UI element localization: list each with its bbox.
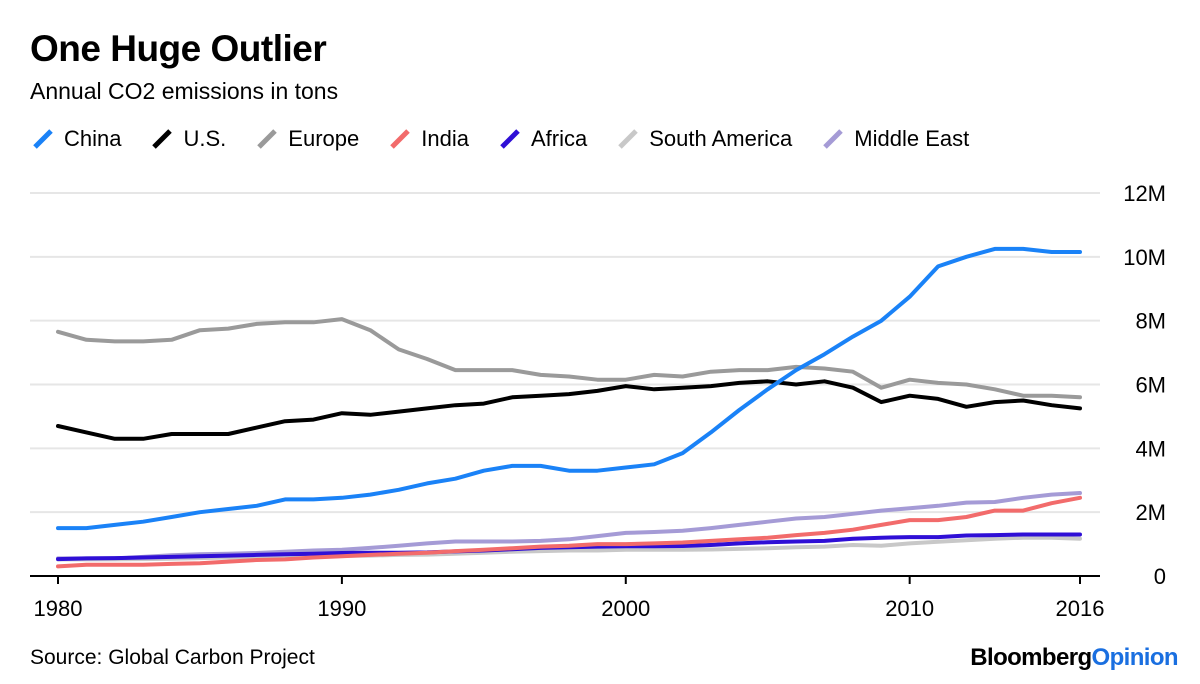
legend-label: India bbox=[421, 126, 469, 151]
legend-item-middle-east: Middle East bbox=[820, 126, 969, 152]
line-chart: 0 2M 4M 6M 8M 10M 12M 1980 1990 2000 2010 2016 bbox=[30, 181, 1166, 621]
legend-label: Africa bbox=[530, 126, 588, 151]
series-line-india bbox=[56, 495, 1082, 569]
x-tick-label: 1980 bbox=[34, 596, 83, 621]
legend-label: South America bbox=[649, 126, 793, 151]
legend-item-africa: Africa bbox=[497, 126, 587, 152]
series-line-china bbox=[56, 246, 1082, 531]
legend-item-europe: Europe bbox=[254, 126, 359, 152]
y-tick-label: 8M bbox=[1135, 309, 1166, 334]
y-tick-label: 4M bbox=[1135, 436, 1166, 461]
legend-swatch-icon bbox=[820, 126, 846, 152]
legend-swatch-icon bbox=[387, 126, 413, 152]
legend-label: Middle East bbox=[854, 126, 970, 151]
chart-title: One Huge Outlier bbox=[30, 28, 327, 69]
legend-item-u-s: U.S. bbox=[149, 126, 226, 152]
brand-primary: Bloomberg bbox=[970, 644, 1092, 671]
x-tick-label: 2000 bbox=[601, 596, 650, 621]
legend-label: U.S. bbox=[183, 126, 227, 151]
legend-label: China bbox=[64, 126, 122, 151]
legend: China U.S. Europe India Africa South America M… bbox=[30, 126, 969, 152]
source-note: Source: Global Carbon Project bbox=[30, 646, 315, 669]
legend-item-south-america: South America bbox=[615, 126, 792, 152]
legend-swatch-icon bbox=[615, 126, 641, 152]
y-tick-label: 2M bbox=[1135, 500, 1166, 525]
x-tick-label: 1990 bbox=[317, 596, 366, 621]
brand-secondary: Opinion bbox=[1091, 644, 1179, 671]
series-line-europe bbox=[56, 317, 1082, 400]
y-tick-label: 12M bbox=[1123, 181, 1166, 206]
legend-swatch-icon bbox=[254, 126, 280, 152]
y-tick-label: 10M bbox=[1123, 245, 1166, 270]
legend-item-china: China bbox=[30, 126, 121, 152]
legend-item-india: India bbox=[387, 126, 469, 152]
x-tick-label: 2010 bbox=[885, 596, 934, 621]
legend-swatch-icon bbox=[497, 126, 523, 152]
y-tick-label: 0 bbox=[1154, 564, 1166, 589]
chart-subtitle: Annual CO2 emissions in tons bbox=[30, 78, 339, 104]
legend-swatch-icon bbox=[149, 126, 175, 152]
brand-logo: BloombergOpinion bbox=[970, 644, 1178, 672]
legend-swatch-icon bbox=[30, 126, 56, 152]
y-tick-label: 6M bbox=[1135, 373, 1166, 398]
legend-label: Europe bbox=[288, 126, 360, 151]
x-tick-label: 2016 bbox=[1056, 596, 1105, 621]
series-line-u-s bbox=[56, 379, 1082, 441]
